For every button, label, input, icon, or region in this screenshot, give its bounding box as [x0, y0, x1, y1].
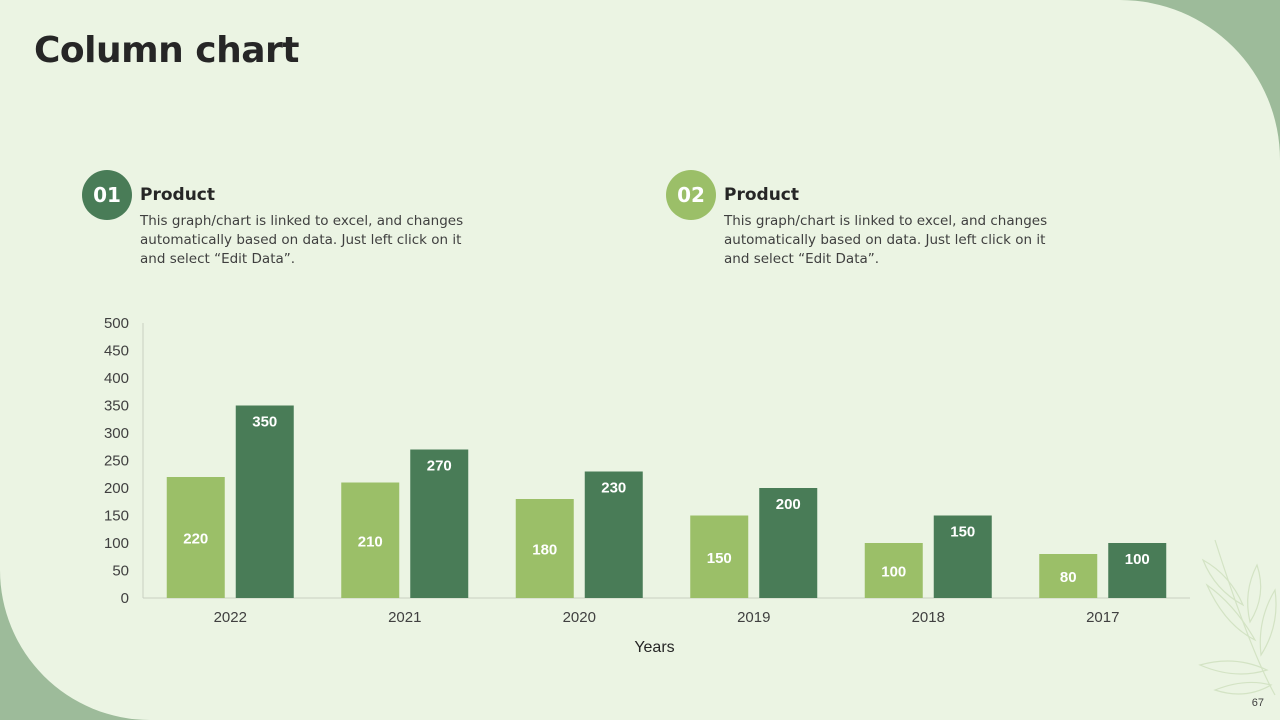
slide-title: Column chart [34, 30, 300, 71]
bar-2019-series-2 [759, 488, 818, 598]
badge-02: 02 [666, 170, 716, 220]
data-label-2017-series-1: 80 [1060, 569, 1077, 586]
x-tick-label-2019: 2019 [737, 609, 770, 626]
y-tick-label-500: 500 [104, 315, 129, 332]
bar-2021-series-2 [410, 449, 469, 598]
data-label-2020-series-2: 230 [601, 480, 626, 497]
bar-2020-series-2 [584, 471, 643, 598]
bar-2017-series-1 [1039, 554, 1098, 598]
bar-2019-series-1 [690, 515, 749, 598]
y-tick-label-200: 200 [104, 480, 129, 497]
x-tick-label-2021: 2021 [388, 609, 421, 626]
leaf-decoration-icon [1198, 539, 1277, 696]
bar-2021-series-1 [341, 482, 400, 598]
badge-01: 01 [82, 170, 132, 220]
data-label-2020-series-1: 180 [532, 542, 557, 559]
y-tick-label-300: 300 [104, 425, 129, 442]
data-label-2019-series-2: 200 [776, 496, 801, 513]
x-tick-label-2022: 2022 [214, 609, 247, 626]
bar-2020-series-1 [515, 499, 574, 598]
y-tick-label-400: 400 [104, 370, 129, 387]
data-label-2019-series-1: 150 [707, 550, 732, 567]
y-tick-label-0: 0 [121, 590, 129, 607]
data-label-2022-series-2: 350 [252, 414, 277, 431]
bar-2018-series-2 [933, 515, 992, 598]
bar-2022-series-1 [166, 477, 225, 598]
y-tick-label-100: 100 [104, 535, 129, 552]
data-label-2018-series-2: 150 [950, 524, 975, 541]
x-tick-label-2018: 2018 [912, 609, 945, 626]
y-tick-label-50: 50 [112, 563, 129, 580]
product-1-description: This graph/chart is linked to excel, and… [140, 213, 464, 267]
data-label-2022-series-1: 220 [183, 531, 208, 548]
data-label-2021-series-2: 270 [427, 458, 452, 475]
page-number: 67 [1251, 697, 1264, 709]
x-tick-label-2020: 2020 [563, 609, 596, 626]
data-label-2018-series-1: 100 [881, 564, 906, 581]
y-tick-label-450: 450 [104, 343, 129, 360]
bar-2018-series-1 [864, 543, 923, 598]
y-tick-label-250: 250 [104, 453, 129, 470]
x-axis-title: Years [634, 639, 674, 656]
product-2-description: This graph/chart is linked to excel, and… [724, 213, 1048, 267]
data-label-2021-series-1: 210 [358, 533, 383, 550]
x-tick-label-2017: 2017 [1086, 609, 1119, 626]
bar-2022-series-2 [235, 405, 294, 598]
data-label-2017-series-2: 100 [1125, 551, 1150, 568]
y-tick-label-150: 150 [104, 508, 129, 525]
product-2-heading: Product [724, 185, 799, 205]
bar-2017-series-2 [1108, 543, 1167, 598]
y-tick-label-350: 350 [104, 398, 129, 415]
product-1-heading: Product [140, 185, 215, 205]
